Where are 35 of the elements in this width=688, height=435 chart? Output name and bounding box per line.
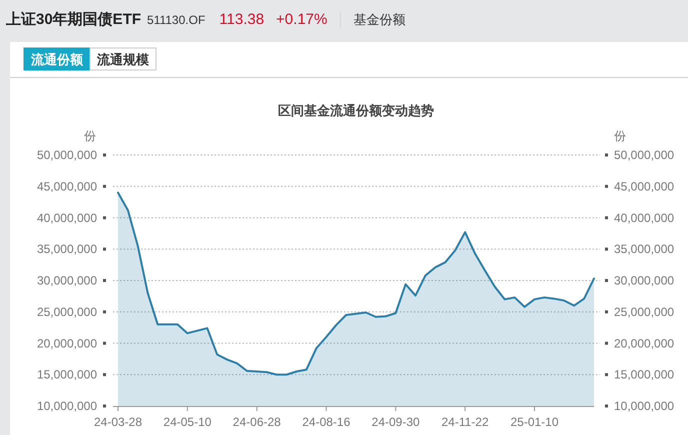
y2-tick-label: 20,000,000 bbox=[614, 336, 674, 350]
y2-tick-label: 45,000,000 bbox=[614, 179, 674, 194]
y-tick-label: 15,000,000 bbox=[36, 368, 98, 382]
y-tick-label: 45,000,000 bbox=[36, 179, 98, 194]
y2-tick-label: 15,000,000 bbox=[614, 368, 674, 382]
y2-tick-label: 30,000,000 bbox=[614, 274, 674, 288]
y-tick-label: 35,000,000 bbox=[36, 242, 98, 256]
x-tick-label: 24-06-28 bbox=[232, 415, 282, 429]
y2-tick-label: 10,000,000 bbox=[614, 399, 674, 413]
y-tick-label: 50,000,000 bbox=[36, 148, 98, 162]
text: 流通规模 bbox=[96, 52, 149, 67]
text: 113.38 bbox=[219, 11, 264, 28]
y-tick-label: 10,000,000 bbox=[36, 399, 98, 413]
x-tick-label: 24-08-16 bbox=[302, 415, 351, 429]
y-axis-title: 份 bbox=[84, 129, 96, 143]
x-tick-label: 25-01-10 bbox=[510, 415, 559, 429]
y2-tick-label: 35,000,000 bbox=[614, 242, 674, 256]
y2-tick-label: 25,000,000 bbox=[614, 304, 674, 319]
y2-tick-label: 40,000,000 bbox=[614, 210, 674, 225]
y-tick-label: 25,000,000 bbox=[36, 304, 98, 319]
x-tick-label: 24-03-28 bbox=[94, 415, 142, 429]
y-tick-label: 30,000,000 bbox=[36, 274, 98, 288]
y-tick-label: 40,000,000 bbox=[36, 210, 98, 225]
x-tick-label: 24-11-22 bbox=[442, 415, 489, 429]
y-tick-label: 20,000,000 bbox=[36, 336, 98, 350]
x-tick-label: 24-09-30 bbox=[372, 415, 420, 429]
y2-axis-title: 份 bbox=[614, 129, 626, 143]
text: +0.17% bbox=[276, 11, 328, 28]
y2-tick-label: 50,000,000 bbox=[614, 148, 674, 162]
text: 流通份额 bbox=[30, 52, 84, 67]
text: 上证30年期国债ETF bbox=[5, 11, 142, 28]
x-tick-label: 24-05-10 bbox=[163, 415, 212, 429]
text: 基金份额 bbox=[353, 12, 406, 27]
text: 511130.OF bbox=[147, 13, 206, 27]
chart-title: 区间基金流通份额变动趋势 bbox=[278, 103, 434, 118]
